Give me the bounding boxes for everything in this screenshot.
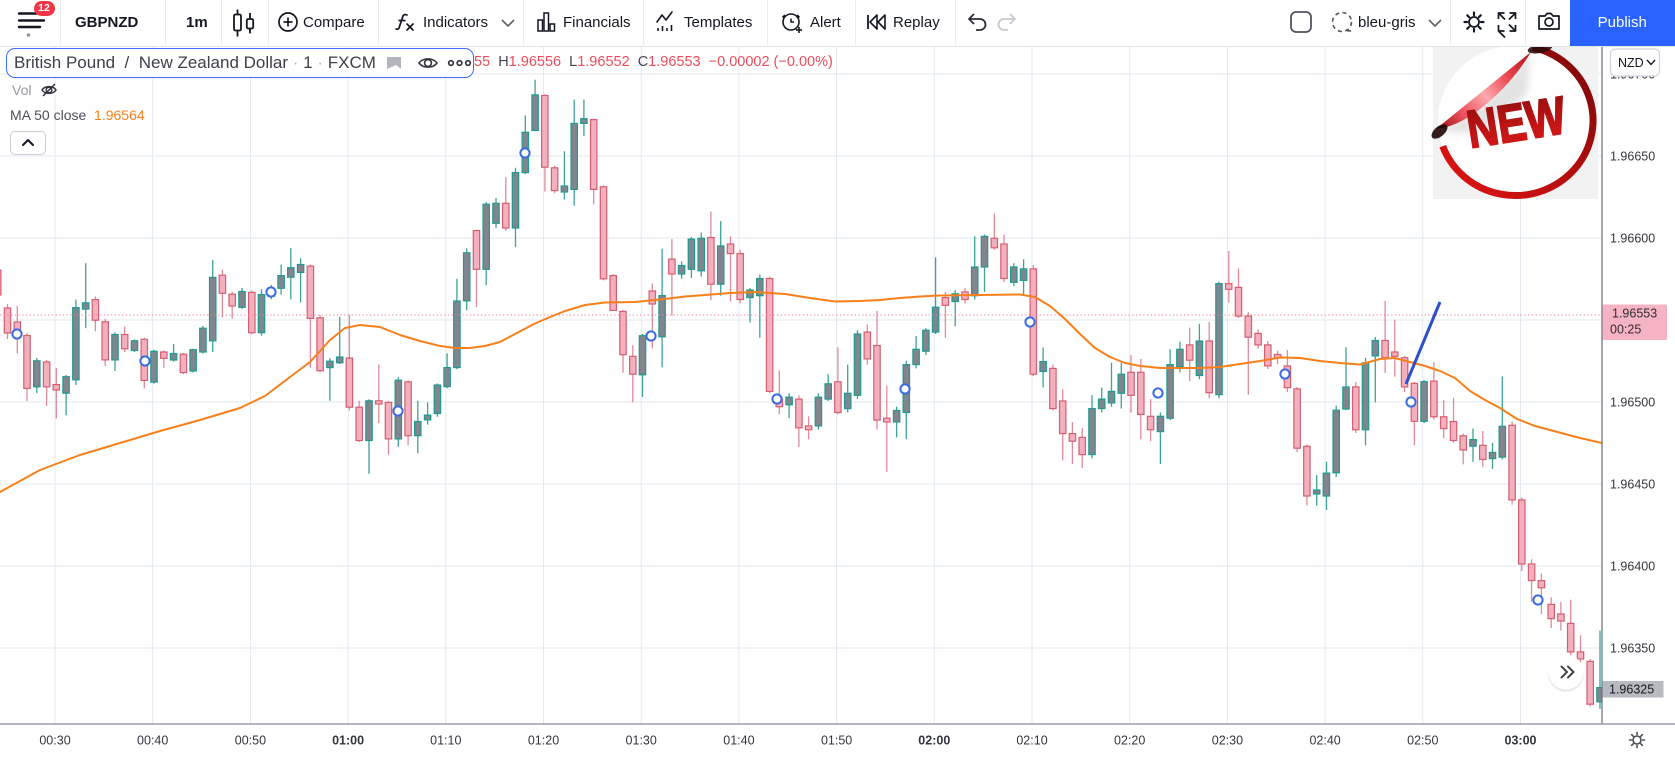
- svg-text:01:10: 01:10: [430, 734, 461, 748]
- svg-text:00:30: 00:30: [39, 734, 70, 748]
- svg-text:1.96553: 1.96553: [1612, 307, 1657, 321]
- svg-text:01:30: 01:30: [626, 734, 657, 748]
- svg-text:00:50: 00:50: [235, 734, 266, 748]
- svg-text:03:00: 03:00: [1505, 734, 1537, 748]
- svg-text:02:40: 02:40: [1309, 734, 1340, 748]
- svg-text:02:10: 02:10: [1016, 734, 1047, 748]
- svg-text:01:00: 01:00: [332, 734, 364, 748]
- svg-text:1.96350: 1.96350: [1610, 642, 1655, 656]
- svg-text:1.96450: 1.96450: [1610, 478, 1655, 492]
- svg-text:1.96400: 1.96400: [1610, 560, 1655, 574]
- svg-text:02:00: 02:00: [918, 734, 950, 748]
- svg-text:02:20: 02:20: [1114, 734, 1145, 748]
- svg-text:01:40: 01:40: [723, 734, 754, 748]
- svg-text:00:25: 00:25: [1610, 323, 1641, 337]
- svg-text:00:40: 00:40: [137, 734, 168, 748]
- svg-text:1.96650: 1.96650: [1610, 150, 1655, 164]
- svg-text:02:50: 02:50: [1407, 734, 1438, 748]
- svg-text:NZD: NZD: [1618, 56, 1644, 70]
- svg-text:02:30: 02:30: [1212, 734, 1243, 748]
- svg-text:1.96600: 1.96600: [1610, 232, 1655, 246]
- svg-text:1.96325: 1.96325: [1609, 683, 1654, 697]
- svg-text:1.96500: 1.96500: [1610, 396, 1655, 410]
- svg-text:01:50: 01:50: [821, 734, 852, 748]
- svg-text:01:20: 01:20: [528, 734, 559, 748]
